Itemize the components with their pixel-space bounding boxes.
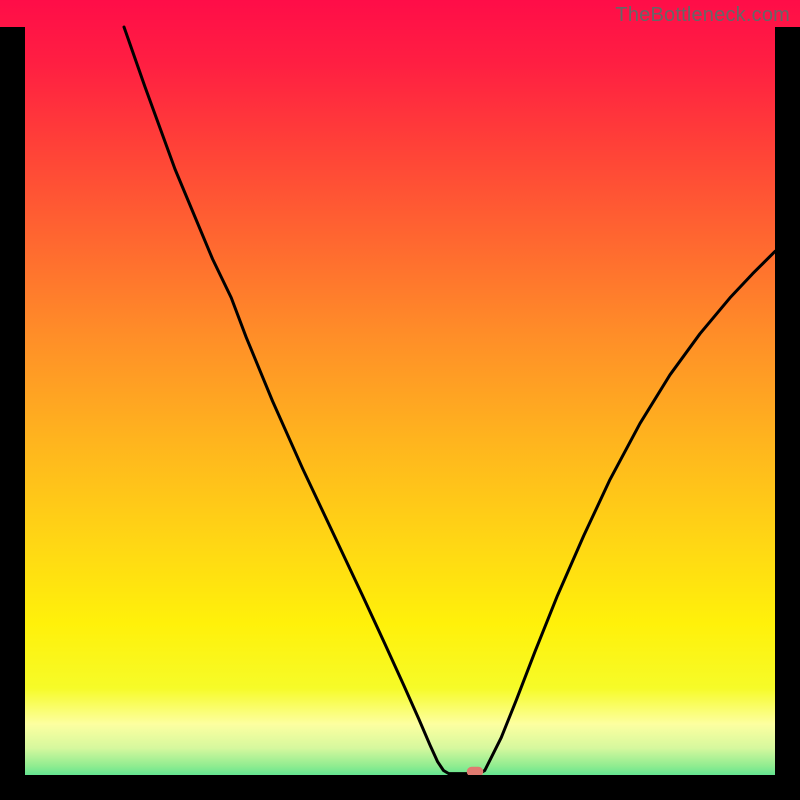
frame-right bbox=[775, 27, 800, 800]
frame-bottom bbox=[0, 775, 800, 800]
watermark-text: TheBottleneck.com bbox=[615, 4, 790, 27]
frame-left bbox=[0, 27, 25, 800]
bottleneck-chart bbox=[0, 0, 800, 800]
